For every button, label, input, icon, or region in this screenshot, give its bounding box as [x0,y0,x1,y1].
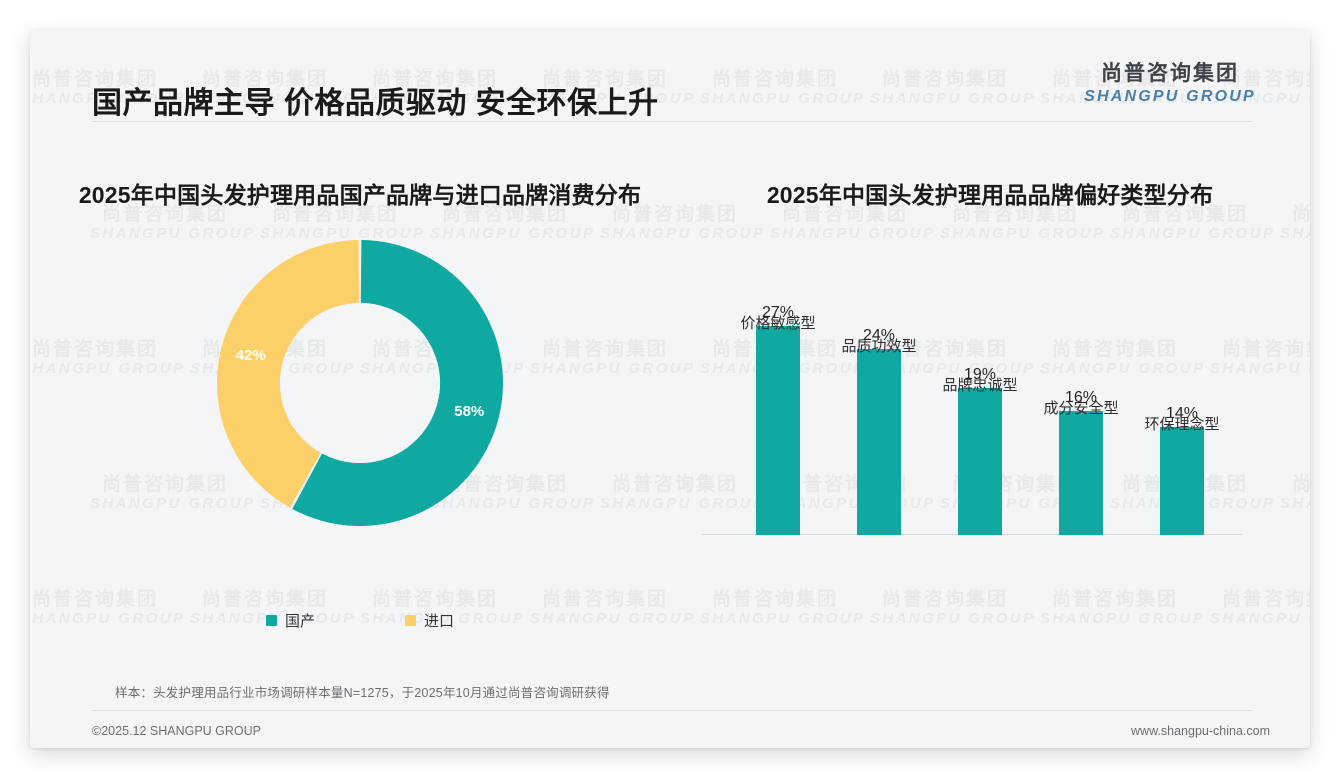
donut-slice-进口[interactable] [217,240,360,508]
legend-item-imported[interactable]: 进口 [405,610,454,631]
legend-swatch-domestic [265,615,277,626]
footer: ©2025.12 SHANGPU GROUP www.shangpu-china… [30,718,1310,748]
bar-rect[interactable] [1059,411,1103,536]
footnote-divider [92,710,1252,711]
donut-slice-label-国产: 58% [454,403,484,420]
donut-slice-国产[interactable] [292,240,503,527]
brand-logo-en: SHANGPU GROUP [1084,88,1256,106]
bar-category-label: 价格敏感型 [740,315,816,333]
donut-slice-label-进口: 42% [236,347,266,364]
bar-value-label: 24% [862,327,896,345]
panel-donut: 2025年中国头发护理用品国产品牌与进口品牌消费分布 58% 42% 国产 进口 [40,180,680,650]
legend-label-imported: 进口 [424,613,455,630]
bar-value-label: 27% [761,304,795,322]
bar-value-label: 14% [1165,405,1199,423]
infographic-card: 尚普咨询集团 SHANGPU GROUP 尚普咨询集团 SHANGPU GROUP 尚普… [30,30,1310,748]
panel-bar: 2025年中国头发护理用品品牌偏好类型分布 27% 价格敏感型 24% 品质功效型 19… [680,180,1300,650]
footer-website[interactable]: www.shangpu-china.com [1131,724,1270,738]
bar-rect[interactable] [756,326,800,536]
bar-rect[interactable] [1160,427,1204,536]
donut-chart: 58% 42% [210,233,510,533]
brand-logo: 尚普咨询集团 SHANGPU GROUP [1070,62,1270,106]
bar-rect[interactable] [857,349,901,536]
bar-column: 19% 品牌忠诚型 [930,364,1030,536]
footer-copyright: ©2025.12 SHANGPU GROUP [92,724,261,738]
header-divider [92,121,1252,122]
donut-chart-title: 2025年中国头发护理用品国产品牌与进口品牌消费分布 [78,182,642,208]
brand-logo-cn: 尚普咨询集团 [1101,62,1239,85]
bar-chart: 27% 价格敏感型 24% 品质功效型 19% 品牌忠诚型 16% 成分安全型 14% 环保理念型 [702,243,1242,573]
bar-category-label: 成分安全型 [1043,400,1119,418]
bar-value-label: 16% [1064,389,1098,407]
page-title: 国产品牌主导 价格品质驱动 安全环保上升 [92,87,659,120]
bar-category-label: 品牌忠诚型 [942,377,1018,395]
legend-label-domestic: 国产 [284,613,315,630]
bar-column: 16% 成分安全型 [1031,387,1131,536]
donut-svg: 58% 42% [217,240,503,527]
bar-column: 27% 价格敏感型 [728,302,828,536]
footnote: 样本：头发护理用品行业市场调研样本量N=1275，于2025年10月通过尚普咨询… [115,686,610,700]
bar-column: 14% 环保理念型 [1132,403,1232,536]
donut-legend: 国产 进口 [40,610,680,631]
legend-item-domestic[interactable]: 国产 [265,610,315,631]
legend-swatch-imported [405,615,416,626]
bar-category-label: 品质功效型 [841,338,917,356]
bar-column: 24% 品质功效型 [829,325,929,536]
header: 国产品牌主导 价格品质驱动 安全环保上升 尚普咨询集团 SHANGPU GROU… [30,30,1310,122]
bar-rect[interactable] [958,388,1002,536]
bar-chart-title: 2025年中国头发护理用品品牌偏好类型分布 [766,182,1214,208]
bar-category-label: 环保理念型 [1144,416,1220,434]
bar-value-label: 19% [963,366,997,384]
